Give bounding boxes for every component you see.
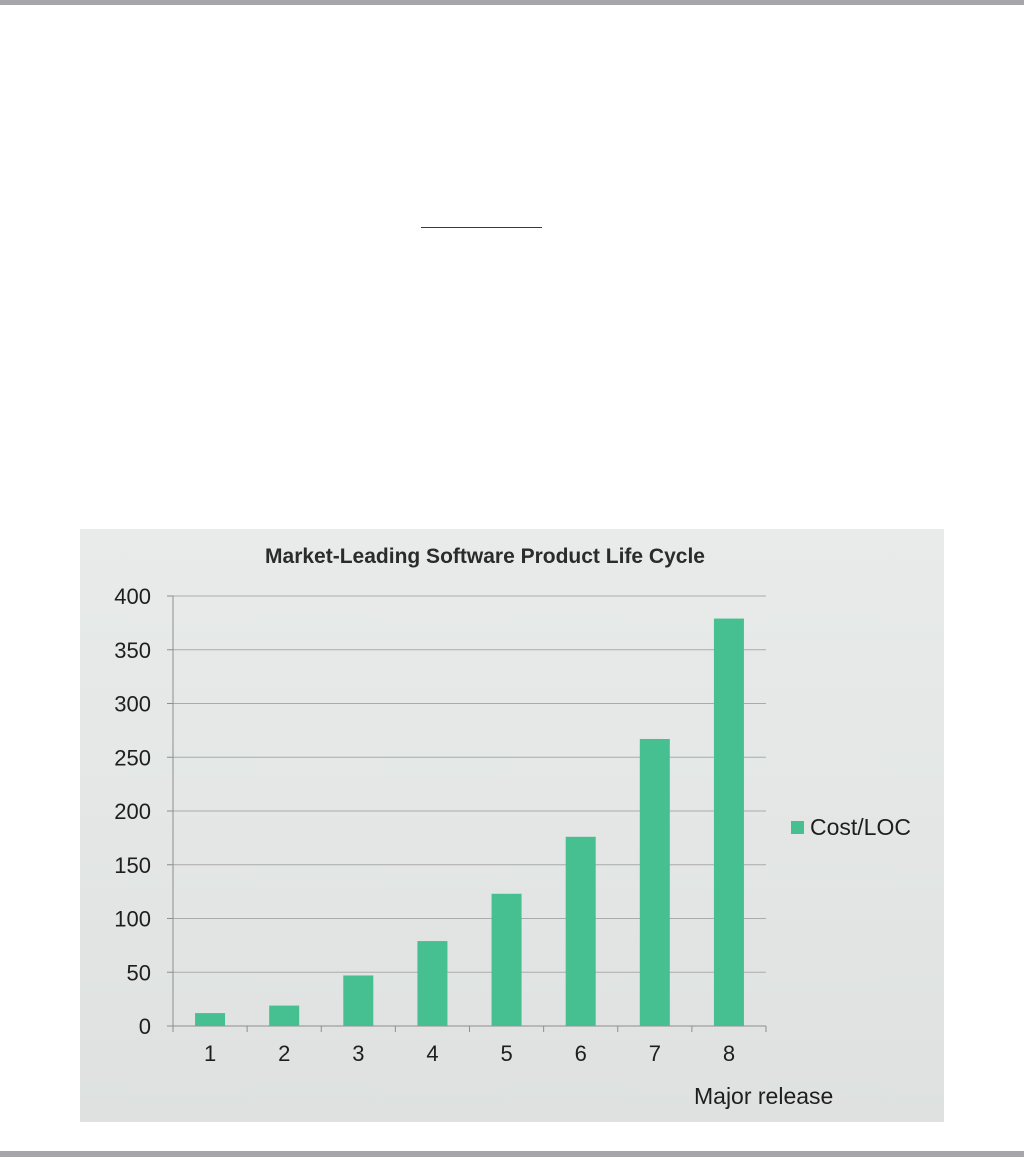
chart-panel: Market-Leading Software Product Life Cyc…: [80, 529, 944, 1122]
bar-chart: 0 50 100 150 200 250 300 350 400 1 2 3 4 5 6 7 8: [114, 584, 767, 1066]
bar: [417, 941, 448, 1026]
bar: [269, 1005, 300, 1026]
x-tick-label: 6: [575, 1041, 587, 1066]
legend-swatch: [791, 821, 804, 834]
x-axis-title: Major release: [694, 1083, 834, 1109]
x-tick-label: 7: [649, 1041, 661, 1066]
x-tick-label: 2: [278, 1041, 290, 1066]
y-tick-label: 250: [114, 745, 151, 770]
y-tick-label: 50: [127, 960, 151, 985]
x-tick-label: 5: [500, 1041, 512, 1066]
underline-mark: [421, 227, 542, 228]
y-tick-label: 400: [114, 584, 151, 609]
y-tick-label: 200: [114, 799, 151, 824]
bottom-border-rule: [0, 1151, 1024, 1157]
top-border-rule: [0, 0, 1024, 5]
bar: [491, 893, 522, 1026]
bar: [639, 738, 670, 1026]
legend: Cost/LOC: [791, 814, 911, 841]
x-tick-label: 1: [204, 1041, 216, 1066]
x-tick-label: 4: [426, 1041, 438, 1066]
chart-title: Market-Leading Software Product Life Cyc…: [265, 545, 705, 568]
y-tick-label: 0: [139, 1014, 151, 1039]
y-tick-label: 350: [114, 638, 151, 663]
y-tick-label: 150: [114, 853, 151, 878]
y-tick-label: 300: [114, 692, 151, 717]
x-tick-label: 3: [352, 1041, 364, 1066]
legend-label: Cost/LOC: [810, 814, 911, 840]
x-tick-label: 8: [723, 1041, 735, 1066]
y-tick-label: 100: [114, 907, 151, 932]
bar: [713, 618, 744, 1026]
bar: [195, 1013, 226, 1026]
bar: [343, 975, 374, 1026]
bar: [565, 836, 596, 1026]
